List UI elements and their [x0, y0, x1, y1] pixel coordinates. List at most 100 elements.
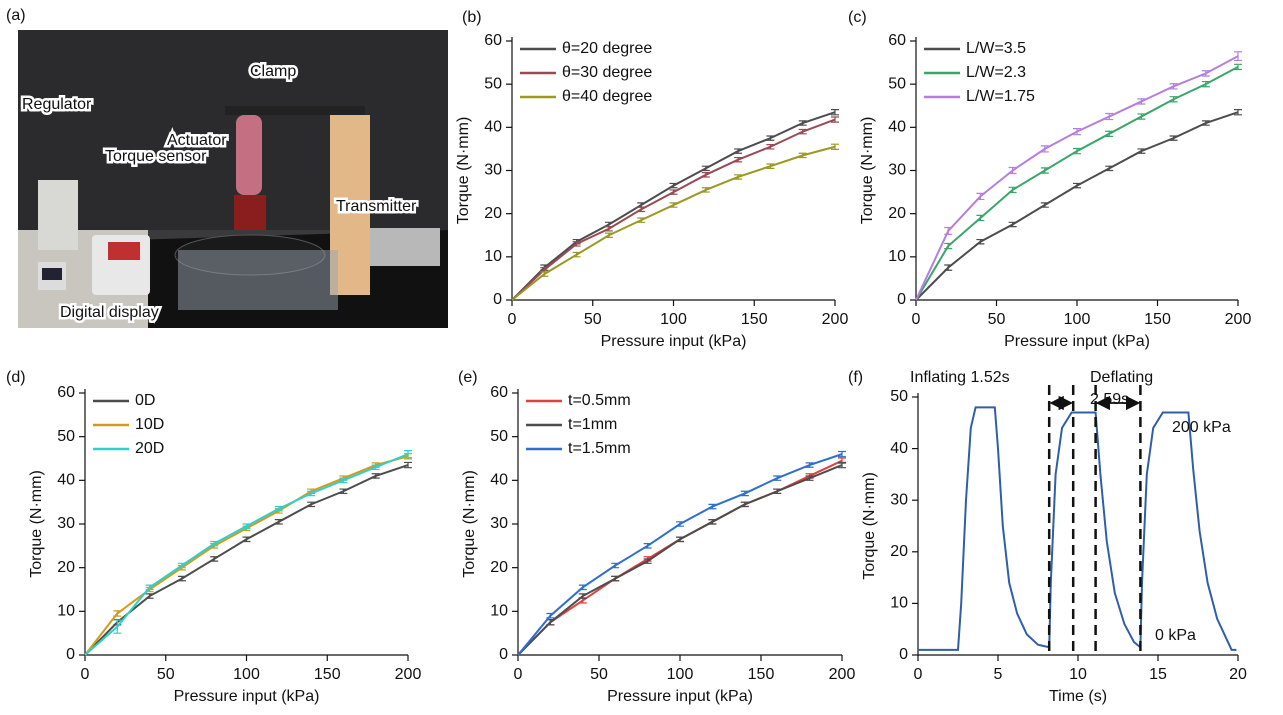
- y-tick-label: 50: [484, 75, 502, 92]
- error-bar: [1073, 147, 1081, 155]
- x-tick-label: 0: [914, 666, 923, 683]
- error-bar: [944, 242, 953, 250]
- error-bar: [611, 575, 620, 582]
- error-bar: [1137, 113, 1146, 120]
- y-tick-label: 0: [66, 646, 75, 663]
- panel-label: (c): [848, 9, 867, 26]
- x-axis-title: Pressure input (kPa): [1004, 333, 1150, 350]
- x-tick-label: 150: [741, 311, 768, 328]
- y-tick-label: 20: [890, 543, 908, 560]
- legend-label: θ=40 degree: [562, 88, 652, 105]
- error-bar: [676, 536, 684, 543]
- error-bar: [1073, 182, 1081, 189]
- x-tick-label: 0: [514, 666, 523, 683]
- x-tick-label: 150: [748, 666, 775, 683]
- error-bar: [669, 182, 678, 189]
- error-bar: [643, 558, 652, 564]
- y-tick-label: 30: [490, 515, 508, 532]
- y-tick-label: 40: [484, 119, 502, 136]
- error-bar: [113, 619, 122, 634]
- error-bar: [145, 584, 154, 591]
- error-bar: [637, 217, 646, 223]
- y-tick-label: 20: [888, 205, 906, 222]
- x-tick-label: 100: [667, 666, 694, 683]
- panel-label: (a): [6, 7, 26, 24]
- error-bar: [307, 490, 316, 497]
- error-bar: [669, 202, 678, 208]
- photo-label: Actuator: [167, 132, 227, 149]
- error-bar: [669, 189, 678, 195]
- x-tick-label: 0: [81, 666, 90, 683]
- x-tick-label: 50: [988, 311, 1006, 328]
- panel-label: (e): [458, 369, 478, 386]
- error-bar: [604, 226, 613, 232]
- error-bar: [1234, 109, 1242, 116]
- error-bar: [976, 238, 985, 245]
- panel-label: (f): [848, 369, 863, 386]
- x-tick-label: 50: [584, 311, 602, 328]
- error-bar: [805, 462, 814, 468]
- error-bar: [274, 519, 283, 525]
- error-bar: [773, 488, 782, 495]
- error-bar: [1040, 202, 1049, 208]
- legend-label: t=1mm: [568, 416, 617, 433]
- x-tick-label: 15: [1149, 666, 1167, 683]
- error-bar: [242, 536, 251, 543]
- photo-label: Digital display: [60, 304, 159, 321]
- y-axis-title: Torque (N·mm): [861, 472, 878, 580]
- error-bar: [1073, 128, 1081, 136]
- error-bar: [1201, 70, 1210, 77]
- error-bar: [1234, 51, 1242, 62]
- y-tick-label: 10: [490, 603, 508, 620]
- error-bar: [1040, 145, 1049, 153]
- panel-label: (d): [6, 369, 26, 386]
- x-tick-label: 5: [994, 666, 1003, 683]
- y-tick-label: 10: [888, 248, 906, 265]
- annotation: 0 kPa: [1155, 627, 1196, 644]
- error-bar: [242, 523, 251, 529]
- data-line: [511, 118, 836, 301]
- y-tick-label: 20: [484, 205, 502, 222]
- error-bar: [578, 593, 587, 599]
- error-bar: [831, 143, 839, 150]
- error-bar: [371, 464, 380, 471]
- x-axis-title: Time (s): [1049, 688, 1107, 705]
- y-tick-label: 50: [890, 388, 908, 405]
- error-bar: [274, 505, 283, 512]
- error-bar: [404, 450, 412, 459]
- x-tick-label: 50: [157, 666, 175, 683]
- error-bar: [740, 490, 749, 497]
- y-tick-label: 40: [57, 472, 75, 489]
- error-bar: [1169, 135, 1178, 141]
- error-bar: [113, 610, 122, 617]
- y-tick-label: 20: [490, 559, 508, 576]
- error-bar: [976, 192, 985, 201]
- x-tick-label: 100: [660, 311, 687, 328]
- legend-label: t=0.5mm: [568, 392, 631, 409]
- error-bar: [404, 461, 412, 469]
- error-bar: [1008, 186, 1017, 194]
- y-tick-label: 10: [57, 603, 75, 620]
- error-bar: [1040, 167, 1049, 174]
- error-bar: [798, 152, 807, 159]
- error-bar: [1201, 120, 1210, 126]
- y-tick-label: 40: [490, 472, 508, 489]
- error-bar: [708, 503, 717, 510]
- panel-label: (b): [462, 9, 482, 26]
- error-bar: [831, 109, 839, 116]
- data-line: [918, 406, 1237, 651]
- y-tick-label: 60: [484, 32, 502, 49]
- x-tick-label: 100: [233, 666, 260, 683]
- error-bar: [611, 562, 620, 569]
- error-bar: [145, 593, 154, 599]
- error-bar: [1137, 148, 1146, 154]
- y-tick-label: 30: [888, 162, 906, 179]
- annotation: Inflating 1.52s: [910, 369, 1010, 386]
- error-bar: [1169, 96, 1178, 103]
- x-tick-label: 200: [822, 311, 849, 328]
- error-bar: [701, 165, 710, 172]
- error-bar: [734, 156, 743, 163]
- error-bar: [572, 241, 581, 247]
- error-bar: [798, 120, 807, 126]
